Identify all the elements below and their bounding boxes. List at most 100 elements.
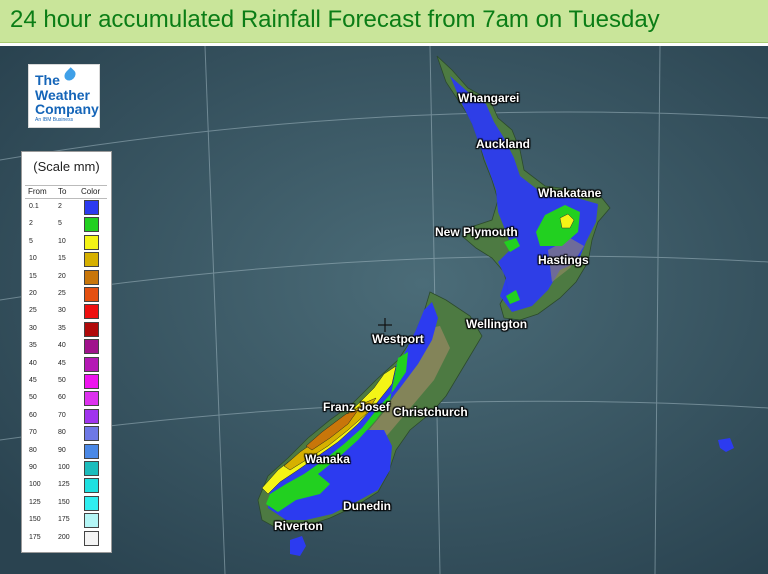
legend-color-swatch	[84, 461, 99, 476]
legend-from-value: 15	[29, 272, 37, 280]
legend-color-swatch	[84, 408, 99, 424]
legend-color-swatch	[84, 495, 99, 511]
weather-company-logo: The Weather Company An IBM Business	[28, 64, 100, 128]
legend-from-value: 80	[29, 446, 37, 454]
legend-from-value: 20	[29, 290, 37, 297]
legend-to-value: 70	[58, 411, 66, 419]
south-rain-orange	[305, 409, 359, 451]
legend-from-value: 50	[29, 394, 37, 402]
legend-from-value: 100	[29, 481, 41, 489]
legend-from-value: 175	[29, 533, 41, 541]
map-canvas	[0, 46, 768, 574]
crosshair-marker	[378, 318, 392, 332]
legend-to-value: 2	[58, 203, 62, 210]
legend-from-value: 150	[29, 516, 41, 524]
legend-header-row	[25, 185, 107, 199]
rainfall-legend: (Scale mm) From To Color 0.1 2 2 5 5 10 10 15 15…	[21, 151, 112, 553]
water-drop-icon	[62, 67, 78, 83]
legend-row: 5 10	[22, 234, 111, 253]
legend-row: 100 125	[22, 478, 111, 496]
ocean	[0, 46, 768, 574]
legend-row: 40 45	[22, 356, 111, 375]
legend-row: 90 100	[22, 461, 111, 479]
legend-to-value: 100	[58, 464, 70, 471]
legend-row: 60 70	[22, 408, 111, 427]
legend-color-swatch	[84, 269, 99, 285]
legend-row: 150 175	[22, 513, 111, 531]
legend-header-from: From	[28, 187, 47, 196]
legend-row: 10 15	[22, 252, 111, 270]
legend-from-value: 0.1	[29, 203, 39, 210]
legend-row: 70 80	[22, 426, 111, 444]
city-label-franz-josef: Franz Josef	[323, 400, 390, 414]
legend-color-swatch	[84, 530, 99, 546]
legend-row: 35 40	[22, 339, 111, 357]
legend-row: 175 200	[22, 530, 111, 549]
legend-from-value: 30	[29, 324, 37, 332]
legend-row: 25 30	[22, 304, 111, 322]
logo-line-1: The	[35, 72, 60, 88]
legend-to-value: 15	[58, 255, 66, 263]
city-label-dunedin: Dunedin	[343, 499, 391, 513]
logo-line-3: Company	[35, 101, 99, 117]
city-label-wellington: Wellington	[466, 317, 528, 331]
city-label-christchurch: Christchurch	[393, 405, 468, 419]
legend-color-swatch	[84, 513, 99, 529]
legend-color-swatch	[84, 478, 99, 494]
city-label-hastings: Hastings	[538, 253, 589, 267]
legend-row: 15 20	[22, 269, 111, 288]
legend-to-value: 50	[58, 377, 66, 384]
legend-color-swatch	[84, 252, 99, 268]
legend-row: 125 150	[22, 495, 111, 514]
ni-ranges	[548, 238, 584, 282]
stewart-island	[290, 536, 306, 556]
legend-to-value: 10	[58, 237, 66, 245]
legend-from-value: 90	[29, 464, 37, 471]
city-label-riverton: Riverton	[274, 519, 323, 533]
legend-title: (Scale mm)	[33, 159, 100, 174]
legend-from-value: 25	[29, 307, 37, 315]
legend-row: 20 25	[22, 287, 111, 305]
legend-color-swatch	[84, 374, 99, 389]
legend-to-value: 175	[58, 516, 70, 524]
legend-color-swatch	[84, 391, 99, 407]
legend-from-value: 35	[29, 342, 37, 350]
legend-color-swatch	[84, 443, 99, 459]
legend-from-value: 125	[29, 498, 41, 506]
rainfall-map[interactable]	[0, 46, 768, 574]
city-label-whakatane: Whakatane	[538, 186, 602, 200]
legend-color-swatch	[84, 426, 99, 442]
north-rain-green-2	[504, 238, 520, 252]
legend-to-value: 60	[58, 394, 66, 402]
legend-row: 0.1 2	[22, 200, 111, 218]
logo-line-2: Weather	[35, 87, 90, 103]
legend-to-value: 25	[58, 290, 66, 297]
legend-from-value: 10	[29, 255, 37, 263]
legend-from-value: 60	[29, 411, 37, 419]
south-rain-light	[268, 302, 438, 520]
legend-row: 45 50	[22, 374, 111, 392]
legend-to-value: 125	[58, 481, 70, 489]
legend-to-value: 200	[58, 533, 70, 541]
legend-color-swatch	[84, 234, 99, 250]
legend-color-swatch	[84, 356, 99, 372]
legend-to-value: 90	[58, 446, 66, 454]
legend-color-swatch	[84, 200, 99, 215]
logo-tagline: An IBM Business	[35, 117, 74, 123]
legend-from-value: 2	[29, 220, 33, 228]
legend-to-value: 30	[58, 307, 66, 315]
legend-color-swatch	[84, 321, 99, 337]
chatham-islands	[718, 438, 734, 452]
north-rain-yellow-1	[559, 213, 575, 229]
legend-to-value: 45	[58, 359, 66, 367]
legend-to-value: 20	[58, 272, 66, 280]
legend-to-value: 150	[58, 498, 70, 506]
legend-color-swatch	[84, 287, 99, 302]
legend-from-value: 5	[29, 237, 33, 245]
legend-header-color: Color	[81, 187, 101, 196]
legend-to-value: 80	[58, 429, 66, 437]
legend-color-swatch	[84, 304, 99, 320]
legend-to-value: 40	[58, 342, 66, 350]
legend-row: 50 60	[22, 391, 111, 409]
